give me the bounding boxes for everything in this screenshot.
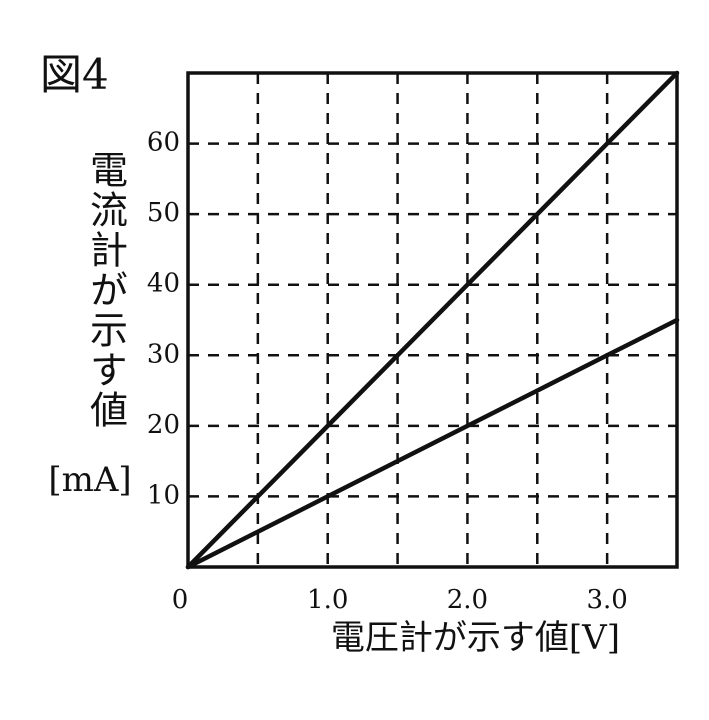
data-line (185, 70, 680, 570)
y-tick-label: 50 (147, 198, 180, 228)
y-tick-label: 30 (147, 339, 180, 369)
y-tick-label: 10 (147, 480, 180, 510)
x-tick-label: 0 (172, 585, 189, 615)
x-tick-label: 2.0 (447, 585, 488, 615)
chart-title: 図4 (40, 50, 109, 99)
y-axis-unit: [mA] (48, 460, 131, 500)
x-axis-label: 電圧計が示す値[V] (331, 618, 620, 658)
y-axis-label: 電流計が示す値 (84, 150, 128, 430)
x-tick-label: 1.0 (307, 585, 348, 615)
x-tick-label: 3.0 (586, 585, 627, 615)
y-tick-label: 60 (147, 128, 180, 158)
y-tick-label: 40 (147, 269, 180, 299)
y-tick-label: 20 (147, 410, 180, 440)
data-line (185, 317, 680, 570)
